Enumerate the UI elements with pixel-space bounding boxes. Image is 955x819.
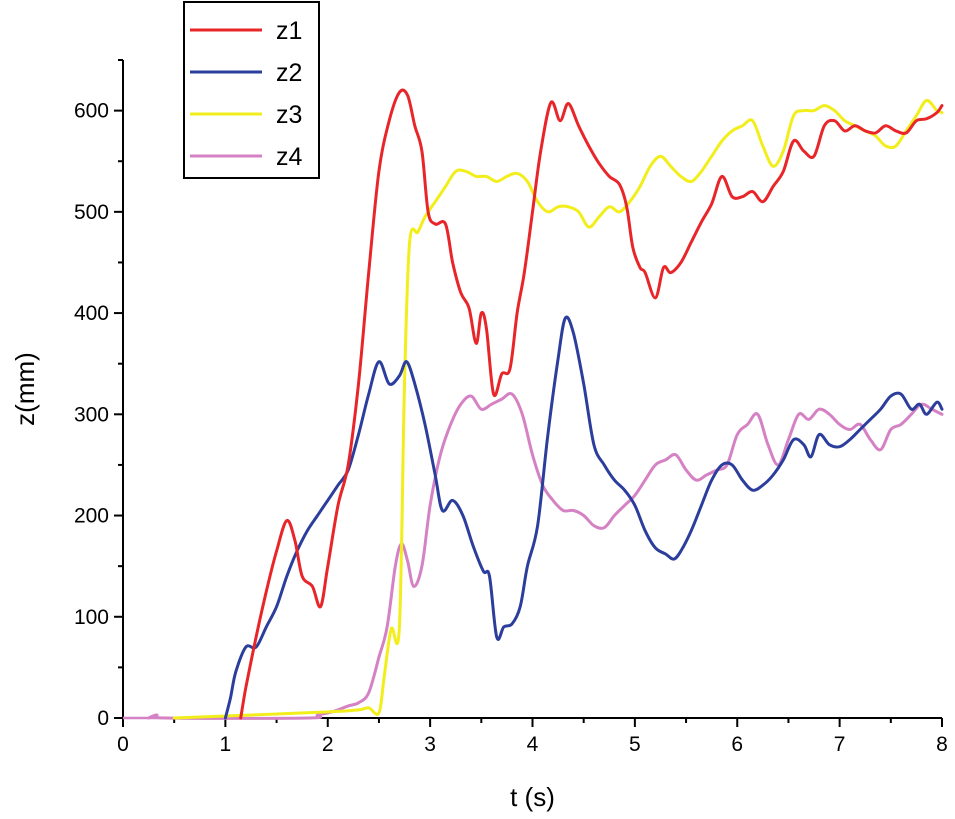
x-tick-label: 8: [936, 733, 948, 756]
legend-label-z4: z4: [276, 143, 303, 171]
x-tick-label: 0: [117, 733, 129, 756]
legend: z1 z2 z3 z4: [183, 1, 320, 179]
x-tick-label: 3: [424, 733, 436, 756]
series-line-z4: [147, 391, 944, 720]
x-axis-label: t (s): [510, 782, 555, 812]
x-tick-label: 7: [834, 733, 846, 756]
legend-label-z3: z3: [276, 101, 302, 129]
legend-label-z2: z2: [276, 59, 302, 87]
y-tick-label: 400: [74, 302, 109, 325]
x-tick-label: 5: [629, 733, 641, 756]
x-tick-label: 1: [220, 733, 232, 756]
y-tick-label: 500: [74, 201, 109, 224]
x-tick-label: 2: [322, 733, 334, 756]
y-tick-label: 300: [74, 403, 109, 426]
y-axis-label: z(mm): [10, 352, 40, 426]
axes: 0 1 2 3 4 5 6 7 8 0 100 200 300 400 500 600: [74, 59, 948, 756]
legend-label-z1: z1: [276, 17, 302, 45]
y-tick-label: 600: [74, 100, 109, 123]
series-line-z2: [223, 315, 944, 720]
series-line-z3: [172, 99, 944, 720]
y-tick-label: 200: [74, 505, 109, 528]
series-line-z1: [239, 88, 944, 720]
x-tick-label: 6: [731, 733, 743, 756]
series-layer: [123, 88, 944, 720]
y-tick-label: 100: [74, 606, 109, 629]
y-tick-label: 0: [97, 707, 109, 730]
x-tick-label: 4: [527, 733, 539, 756]
